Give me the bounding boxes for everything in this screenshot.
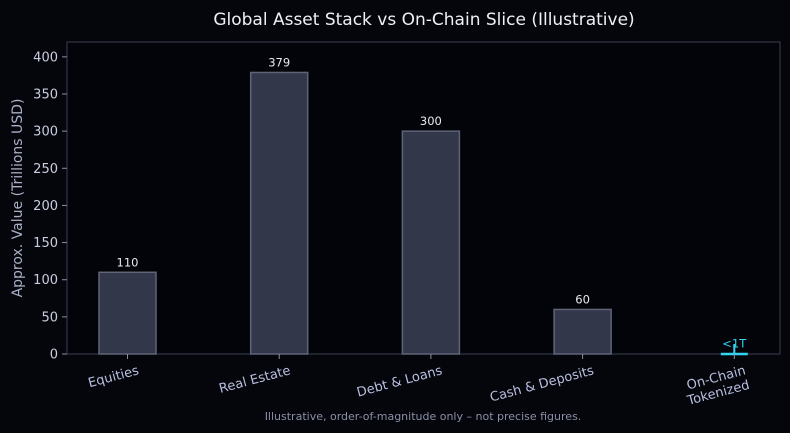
data-label-2: 300	[420, 114, 442, 128]
x-category-label-1: Real Estate	[218, 363, 293, 396]
x-axis: Equities Real Estate Debt & Loans Cash & De…	[87, 354, 751, 409]
y-tick-label-200: 200	[33, 199, 58, 214]
bar-0	[98, 271, 157, 355]
y-tick-label-0: 0	[50, 348, 58, 363]
bar-3	[553, 308, 612, 355]
y-tick-label-150: 150	[33, 236, 58, 251]
x-category-label-0: Equities	[87, 363, 141, 391]
bar-1	[249, 71, 309, 355]
bars-group: 110 379 300 60 <1T	[98, 55, 748, 356]
y-tick-label-350: 350	[33, 88, 58, 103]
bar-2	[401, 130, 461, 355]
y-tick-label-100: 100	[33, 273, 58, 288]
chart-title: Global Asset Stack vs On-Chain Slice (Il…	[213, 10, 634, 30]
data-label-3: 60	[575, 292, 590, 306]
footnote: Illustrative, order-of-magnitude only – …	[265, 410, 582, 423]
x-category-label-4: On-ChainTokenized	[681, 363, 751, 409]
y-tick-label-250: 250	[33, 162, 58, 177]
data-label-4: <1T	[722, 336, 747, 350]
x-category-label-2: Debt & Loans	[355, 363, 444, 400]
data-label-1: 379	[268, 55, 290, 69]
y-tick-label-400: 400	[33, 50, 58, 65]
x-category-label-3: Cash & Deposits	[488, 363, 595, 405]
y-axis: 0 50 100 150 200 250 300 350 400	[33, 50, 67, 363]
y-axis-label: Approx. Value (Trillions USD)	[10, 99, 26, 298]
data-label-0: 110	[117, 255, 139, 269]
y-tick-label-50: 50	[41, 310, 58, 325]
y-tick-label-300: 300	[33, 125, 58, 140]
